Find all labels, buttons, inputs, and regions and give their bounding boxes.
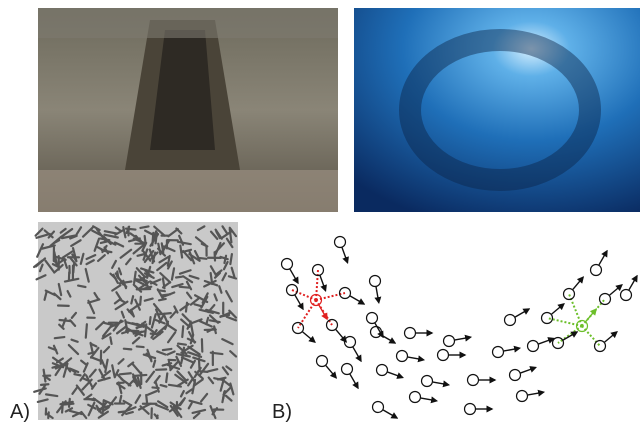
rod — [182, 326, 183, 337]
rod — [138, 254, 144, 256]
rod — [137, 346, 144, 347]
velocity-arrow — [610, 285, 622, 295]
rod — [163, 349, 172, 350]
particle — [282, 259, 293, 270]
particle-diagram — [282, 237, 638, 419]
rod — [159, 299, 166, 300]
rod — [230, 254, 232, 264]
particle — [465, 404, 476, 415]
rod — [126, 229, 135, 230]
particle — [591, 265, 602, 276]
velocity-arrow — [388, 372, 403, 377]
rod — [200, 258, 207, 259]
velocity-arrow — [290, 269, 298, 283]
particle — [528, 341, 539, 352]
neighbor-link — [558, 326, 582, 343]
rod — [120, 373, 131, 374]
rod — [110, 337, 111, 344]
particle — [317, 356, 328, 367]
particle — [493, 347, 504, 358]
velocity-arrow — [528, 392, 544, 395]
velocity-arrow — [350, 296, 364, 304]
velocity-arrow — [599, 251, 607, 265]
particle — [422, 376, 433, 387]
velocity-arrow — [353, 347, 361, 361]
velocity-arrow — [350, 374, 358, 388]
rod — [161, 385, 167, 387]
rod — [133, 375, 146, 376]
rod — [145, 324, 146, 336]
velocity-arrow — [421, 398, 437, 401]
rod — [157, 416, 158, 418]
rod — [180, 287, 190, 288]
velocity-arrow — [433, 382, 449, 385]
neighbor-link — [582, 326, 600, 346]
velocity-arrow — [515, 309, 529, 317]
velocity-arrow — [381, 335, 395, 343]
particle — [367, 313, 378, 324]
particle — [510, 370, 521, 381]
panel-label: A) — [10, 401, 30, 423]
rod — [120, 396, 121, 403]
velocity-arrow — [408, 357, 424, 360]
rod — [86, 324, 87, 338]
velocity-arrow — [326, 366, 336, 378]
rod — [178, 344, 186, 345]
rod — [169, 361, 171, 369]
rod — [62, 402, 63, 412]
rod — [176, 277, 182, 278]
rod — [55, 337, 65, 338]
velocity-arrow — [629, 276, 637, 290]
velocity-arrow — [552, 304, 564, 314]
figure: A) B) — [0, 0, 642, 428]
rod — [74, 374, 80, 375]
particle — [345, 337, 356, 348]
page: A) B) (() => { const data = JSON.parse(d… — [0, 0, 642, 428]
velocity-arrow — [319, 305, 327, 319]
velocity-arrow — [521, 367, 536, 372]
bacteria-photo — [34, 222, 238, 420]
rod — [198, 371, 207, 372]
velocity-arrow — [376, 287, 379, 303]
velocity-arrow — [383, 410, 397, 418]
particle — [405, 328, 416, 339]
velocity-arrow — [586, 309, 596, 321]
neighbor-link — [316, 270, 318, 300]
velocity-arrow — [342, 248, 347, 263]
velocity-arrow — [504, 348, 520, 351]
rod — [78, 286, 85, 287]
rod — [150, 317, 151, 324]
particle — [517, 391, 528, 402]
rod — [140, 226, 148, 228]
particle — [505, 315, 516, 326]
velocity-arrow — [605, 332, 617, 342]
rod — [161, 294, 170, 295]
particle — [335, 237, 346, 248]
particle — [444, 336, 455, 347]
particle — [410, 392, 421, 403]
particle — [342, 364, 353, 375]
particle — [468, 375, 479, 386]
particle — [621, 290, 632, 301]
rod — [158, 290, 165, 291]
rod — [124, 349, 131, 350]
particle — [397, 351, 408, 362]
rod — [119, 412, 125, 413]
particle — [438, 350, 449, 361]
velocity-arrow — [539, 338, 554, 343]
particle — [370, 276, 381, 287]
velocity-arrow — [455, 337, 471, 340]
rod — [211, 353, 223, 354]
velocity-arrow — [573, 277, 583, 289]
particle — [373, 402, 384, 413]
velocity-arrow — [295, 295, 303, 309]
rod — [146, 395, 147, 404]
rod — [140, 297, 141, 305]
panel-label: B) — [272, 401, 292, 423]
velocity-arrow — [320, 276, 325, 291]
velocity-arrow — [303, 332, 315, 342]
crowd-photo — [38, 8, 338, 212]
particle — [377, 365, 388, 376]
rod — [166, 373, 167, 382]
